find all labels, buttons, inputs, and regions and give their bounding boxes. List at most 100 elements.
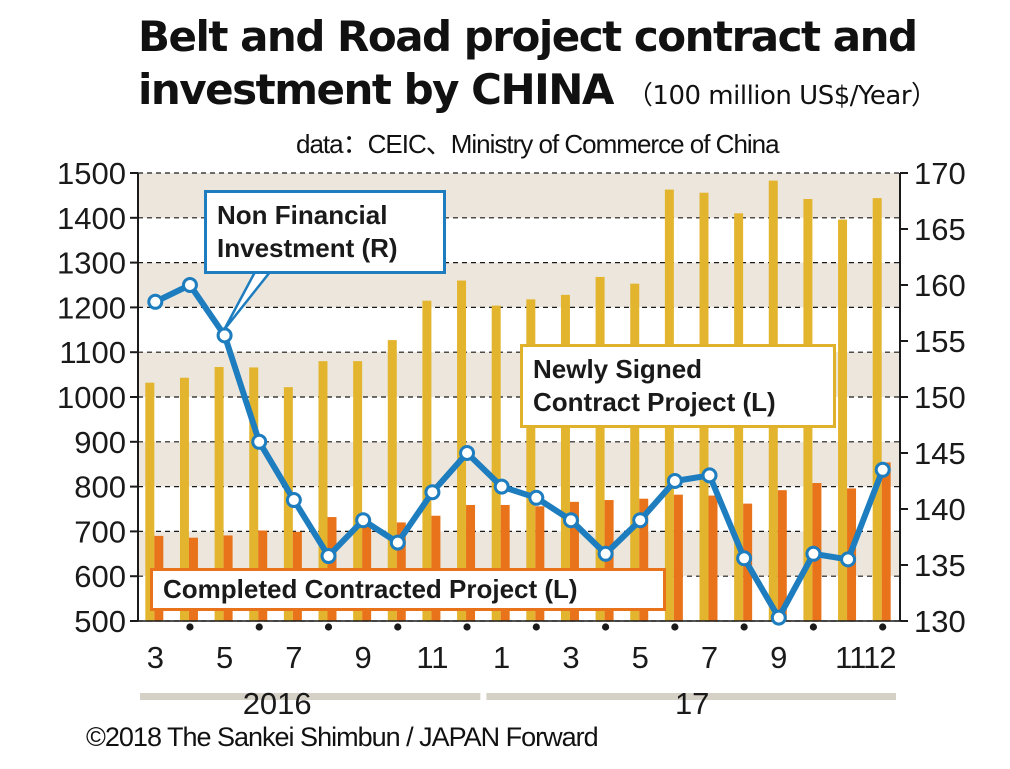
unit-label: （100 million US$/Year） bbox=[626, 81, 937, 111]
y-right-tick-label: 150 bbox=[914, 380, 966, 415]
non-financial-investment-callout: Non Financial Investment (R) bbox=[204, 190, 446, 274]
bar-newly-signed bbox=[387, 340, 397, 621]
point-non-financial-investment bbox=[181, 277, 198, 293]
y-left-tick-label: 800 bbox=[74, 470, 126, 505]
bar-completed bbox=[466, 504, 476, 621]
point-non-financial-investment bbox=[840, 551, 857, 568]
bar-newly-signed bbox=[249, 367, 259, 621]
y-left-tick-label: 500 bbox=[74, 604, 126, 639]
title-line-1: Belt and Road project contract and bbox=[138, 12, 918, 61]
bar-newly-signed bbox=[353, 361, 363, 621]
x-tick-label: 1112 bbox=[835, 640, 895, 675]
completed-label: Completed Contracted Project (L) bbox=[163, 574, 578, 604]
y-left-tick-label: 1000 bbox=[57, 380, 126, 415]
bar-newly-signed bbox=[872, 198, 882, 621]
year-labels: 2016 17 bbox=[140, 686, 896, 721]
x-tick-dot bbox=[186, 623, 194, 631]
tick-labels: 500 600 700 800 900 1000 1100 1200 1300 1400 1500 1… bbox=[57, 156, 966, 675]
bar-completed bbox=[673, 494, 683, 621]
x-tick-dot bbox=[255, 623, 263, 631]
bar-completed bbox=[500, 504, 510, 621]
point-non-financial-investment bbox=[528, 489, 545, 506]
x-tick-dot bbox=[463, 623, 471, 631]
line-series bbox=[147, 271, 891, 626]
bar-completed bbox=[569, 501, 579, 621]
point-non-financial-investment bbox=[389, 534, 406, 551]
completed-contracted-callout: Completed Contracted Project (L) bbox=[150, 568, 666, 611]
line-non-financial-investment bbox=[154, 282, 886, 621]
y-left-tick-label: 1500 bbox=[57, 156, 126, 191]
point-non-financial-investment bbox=[355, 512, 372, 529]
y-left-tick-label: 1200 bbox=[57, 290, 126, 325]
y-right-tick-label: 160 bbox=[914, 268, 966, 303]
point-non-financial-investment bbox=[424, 484, 441, 501]
bar-newly-signed bbox=[145, 382, 155, 621]
y-right-tick-label: 155 bbox=[914, 324, 966, 359]
bar-newly-signed bbox=[491, 305, 501, 621]
year-label: 2016 bbox=[243, 686, 312, 721]
x-tick-label: 9 bbox=[770, 640, 787, 675]
point-non-financial-investment bbox=[251, 433, 268, 450]
newly-signed-label-line-1: Newly Signed bbox=[533, 354, 703, 384]
point-non-financial-investment bbox=[147, 293, 164, 310]
point-non-financial-investment bbox=[770, 609, 787, 626]
year-label: 17 bbox=[675, 686, 709, 721]
y-right-tick-label: 135 bbox=[914, 548, 966, 583]
x-tick-label: 5 bbox=[216, 640, 233, 675]
x-tick-dot bbox=[671, 623, 679, 631]
bar-newly-signed bbox=[422, 300, 432, 621]
x-tick-label: 1 bbox=[493, 640, 510, 675]
year-bracket bbox=[140, 693, 481, 700]
data-source: data：CEIC、Ministry of Commerce of China bbox=[296, 129, 780, 159]
bar-newly-signed bbox=[630, 283, 640, 621]
point-non-financial-investment bbox=[562, 512, 579, 529]
point-non-financial-investment bbox=[666, 473, 683, 489]
non-financial-label-line-2: Investment (R) bbox=[217, 233, 398, 263]
x-tick-dot bbox=[879, 623, 887, 631]
y-left-tick-label: 900 bbox=[74, 425, 126, 460]
y-right-tick-label: 165 bbox=[914, 212, 966, 247]
x-tick-dot bbox=[740, 623, 748, 631]
chart-title: Belt and Road project contract and invest… bbox=[138, 10, 937, 123]
x-tick-label: 7 bbox=[285, 640, 302, 675]
point-non-financial-investment bbox=[459, 445, 476, 461]
point-non-financial-investment bbox=[736, 550, 753, 567]
y-left-tick-label: 1100 bbox=[59, 335, 126, 370]
bar-newly-signed bbox=[560, 294, 570, 621]
point-non-financial-investment bbox=[701, 467, 718, 484]
bar-completed bbox=[535, 506, 545, 621]
bar-newly-signed bbox=[179, 377, 189, 621]
year-bracket bbox=[486, 693, 896, 700]
y-left-tick-label: 600 bbox=[74, 559, 126, 594]
point-non-financial-investment bbox=[493, 478, 510, 495]
point-non-financial-investment bbox=[216, 327, 233, 344]
x-tick-label: 7 bbox=[701, 640, 718, 675]
y-right-tick-label: 140 bbox=[914, 492, 966, 527]
point-non-financial-investment bbox=[597, 545, 614, 562]
point-non-financial-investment bbox=[320, 548, 337, 565]
point-non-financial-investment bbox=[285, 492, 302, 509]
bar-newly-signed bbox=[318, 361, 328, 621]
point-non-financial-investment bbox=[632, 512, 649, 529]
y-left-tick-label: 1300 bbox=[57, 246, 126, 281]
y-right-tick-label: 170 bbox=[914, 156, 966, 191]
bar-newly-signed bbox=[526, 299, 536, 621]
x-tick-dot bbox=[601, 623, 610, 631]
point-non-financial-investment bbox=[805, 545, 822, 562]
x-tick-label: 3 bbox=[562, 640, 579, 675]
bar-completed bbox=[777, 490, 787, 621]
x-tick-label: 5 bbox=[632, 640, 649, 675]
y-left-tick-label: 1400 bbox=[57, 201, 126, 236]
copyright-credit: ©2018 The Sankei Shimbun / JAPAN Forward bbox=[86, 722, 599, 752]
y-right-tick-label: 130 bbox=[914, 604, 966, 639]
x-tick-dot bbox=[324, 623, 333, 631]
x-tick-dot bbox=[809, 623, 818, 631]
x-tick-label: 9 bbox=[355, 640, 372, 675]
non-financial-label-line-1: Non Financial bbox=[217, 200, 388, 230]
bar-newly-signed bbox=[214, 366, 224, 621]
bar-completed bbox=[639, 498, 649, 621]
x-tick-label: 3 bbox=[147, 640, 164, 675]
bar-completed bbox=[708, 495, 718, 621]
y-right-tick-label: 145 bbox=[914, 436, 966, 471]
